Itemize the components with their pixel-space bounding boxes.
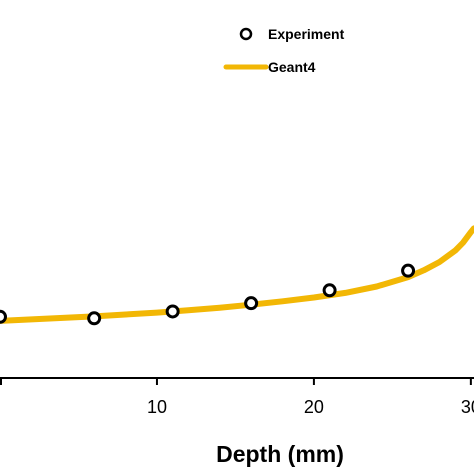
legend-marker-experiment [239, 27, 253, 41]
markers-layer [0, 263, 416, 326]
data-point-experiment-4 [322, 283, 337, 298]
data-point-experiment-0 [0, 309, 7, 324]
legend-label-experiment: Experiment [268, 26, 345, 42]
legend-label-geant4: Geant4 [268, 59, 316, 75]
data-point-experiment-3 [244, 296, 259, 311]
x-tick-label-20: 20 [304, 397, 324, 417]
data-point-experiment-5 [401, 263, 416, 278]
data-point-experiment-1 [87, 311, 102, 326]
data-point-experiment-2 [165, 304, 180, 319]
x-tick-label-10: 10 [147, 397, 167, 417]
x-axis-title: Depth (mm) [216, 441, 344, 467]
legend: Experiment Geant4 [223, 26, 345, 75]
x-tick-label-30: 30 [461, 397, 474, 417]
x-ticks: 10 20 30 [0, 378, 474, 417]
